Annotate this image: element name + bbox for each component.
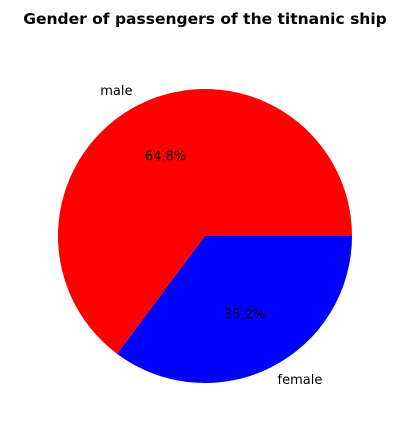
pct-label-male: 64.8% — [145, 150, 186, 165]
pie-labels: male 64.8% female 35.2% — [100, 84, 322, 388]
slice-label-male: male — [100, 84, 132, 99]
pct-label-female: 35.2% — [224, 307, 265, 322]
pie-slice-female — [117, 236, 352, 383]
pie-slice-male — [57, 88, 353, 354]
chart-title: Gender of passengers of the titnanic shi… — [23, 10, 387, 28]
slice-label-female: female — [278, 373, 323, 388]
pie-slices — [57, 88, 353, 383]
